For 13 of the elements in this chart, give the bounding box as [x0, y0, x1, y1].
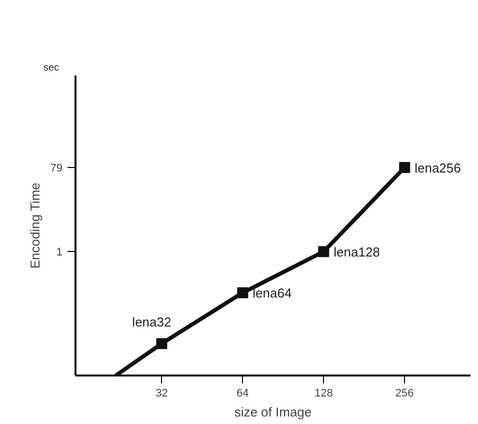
annotation: lena128 — [334, 244, 380, 260]
x-axis-title: size of Image — [234, 404, 312, 420]
y-tick-label: 1 — [56, 246, 63, 259]
annotation: lena256 — [414, 160, 461, 176]
x-tick-label: 128 — [314, 388, 333, 400]
x-tick-label: 32 — [156, 388, 168, 400]
x-tick-label: 64 — [236, 388, 249, 400]
x-tick-label: 256 — [395, 388, 414, 400]
annotation: lena32 — [132, 314, 172, 330]
y-tick-label: 79 — [50, 162, 63, 174]
text: sec — [44, 62, 60, 74]
y-axis-title: Encoding Time — [27, 182, 42, 269]
annotation: lena64 — [252, 286, 292, 301]
